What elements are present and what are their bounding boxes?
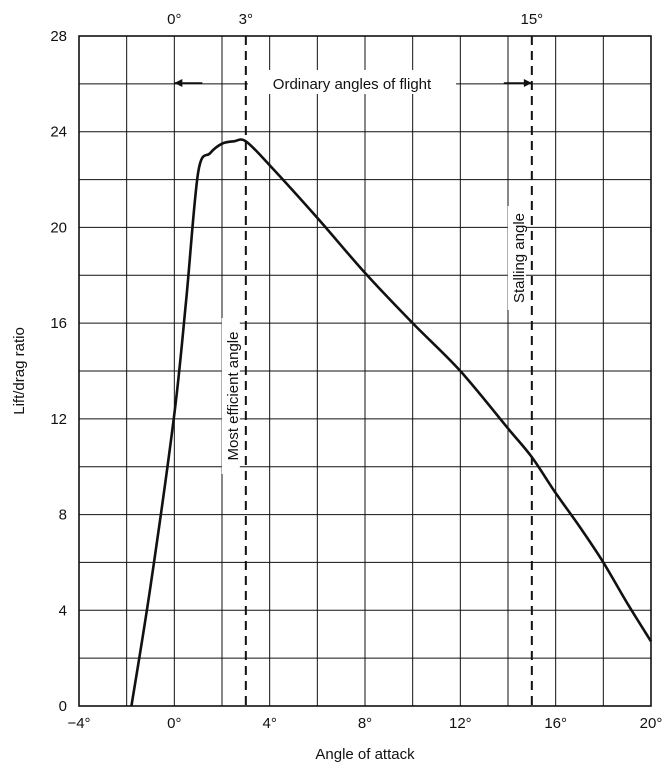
- y-tick-label: 28: [50, 28, 67, 45]
- label-mask: [221, 318, 240, 474]
- reference-label-group: Stalling angle: [507, 206, 528, 310]
- y-tick-label: 8: [59, 507, 67, 524]
- stalling-angle-label: Stalling angle: [511, 213, 528, 303]
- most-efficient-angle-label: Most efficient angle: [225, 332, 242, 461]
- x-tick-label: 8°: [358, 715, 372, 732]
- reference-label-group: Most efficient angle: [221, 318, 242, 474]
- x-tick-label: −4°: [67, 715, 90, 732]
- lift-drag-curve: [130, 138, 653, 707]
- x-tick-label: 20°: [640, 715, 663, 732]
- y-tick-label: 12: [50, 411, 67, 428]
- range-label: Ordinary angles of flight: [273, 76, 432, 93]
- y-tick-label: 20: [50, 219, 67, 236]
- grid: [79, 36, 651, 706]
- y-tick-label: 24: [50, 124, 67, 141]
- range-arrow-right-head: [523, 79, 532, 87]
- x-tick-labels: −4° 0° 4° 8° 12° 16° 20°: [67, 715, 662, 732]
- y-tick-label: 16: [50, 315, 67, 332]
- y-tick-labels: 0 4 8 12 16 20 24 28: [50, 28, 67, 715]
- y-axis-label: Lift/drag ratio: [11, 327, 28, 415]
- top-tick-label: 0°: [167, 11, 181, 28]
- range-arrow-left-head: [174, 79, 183, 87]
- top-tick-label: 3°: [239, 11, 253, 28]
- label-mask: [507, 206, 526, 310]
- top-tick-labels: 0° 3° 15°: [167, 11, 543, 28]
- y-tick-label: 4: [59, 602, 67, 619]
- range-annotation: Ordinary angles of flight: [174, 70, 532, 94]
- x-tick-label: 16°: [544, 715, 567, 732]
- reference-lines: Most efficient angle Stalling angle: [221, 36, 533, 706]
- x-axis-label: Angle of attack: [315, 746, 415, 763]
- top-tick-label: 15°: [520, 11, 543, 28]
- x-tick-label: 0°: [167, 715, 181, 732]
- range-label-mask: [248, 70, 456, 94]
- y-tick-label: 0: [59, 698, 67, 715]
- x-tick-label: 12°: [449, 715, 472, 732]
- x-tick-label: 4°: [262, 715, 276, 732]
